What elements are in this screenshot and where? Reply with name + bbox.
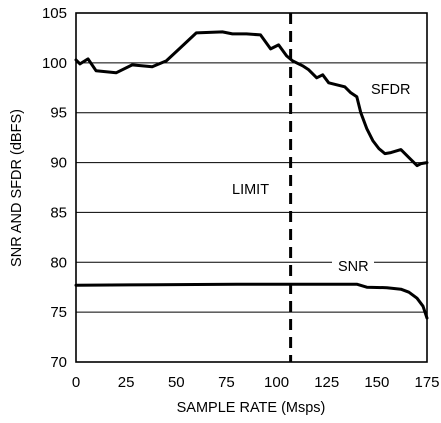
sfdr-series-label: SFDR bbox=[371, 82, 410, 98]
y-tick-label-105: 105 bbox=[42, 5, 67, 22]
sfdr-label-bg bbox=[364, 78, 414, 98]
series-lines bbox=[74, 30, 429, 320]
y-tick-label-100: 100 bbox=[42, 55, 67, 72]
y-tick-label-75: 75 bbox=[50, 304, 67, 321]
x-tick-label-100: 100 bbox=[264, 374, 289, 391]
y-tick-label-95: 95 bbox=[50, 105, 67, 122]
y-axis-title: SNR AND SFDR (dBFS) bbox=[9, 109, 25, 267]
y-tick-label-85: 85 bbox=[50, 204, 67, 221]
limit-label-bg bbox=[228, 178, 280, 200]
y-tick-labels: 70 75 80 85 90 95 100 105 bbox=[42, 5, 67, 371]
x-tick-label-75: 75 bbox=[218, 374, 235, 391]
snr-label-bg bbox=[332, 255, 374, 275]
y-tick-label-90: 90 bbox=[50, 155, 67, 172]
snr-series-label: SNR bbox=[338, 259, 369, 275]
series-line-sfdr bbox=[74, 30, 429, 168]
x-tick-label-150: 150 bbox=[364, 374, 389, 391]
x-tick-label-50: 50 bbox=[168, 374, 185, 391]
x-tick-label-175: 175 bbox=[414, 374, 439, 391]
y-tick-label-80: 80 bbox=[50, 254, 67, 271]
x-axis-title: SAMPLE RATE (Msps) bbox=[177, 400, 326, 416]
series-line-snr bbox=[74, 282, 429, 320]
x-tick-label-125: 125 bbox=[314, 374, 339, 391]
x-tick-label-0: 0 bbox=[72, 374, 80, 391]
limit-label: LIMIT bbox=[232, 182, 269, 198]
plot-frame bbox=[75, 12, 428, 363]
x-tick-labels: 0 25 50 75 100 125 150 175 bbox=[72, 374, 440, 391]
x-tick-label-25: 25 bbox=[118, 374, 135, 391]
gridlines bbox=[76, 62, 427, 313]
y-tick-label-70: 70 bbox=[50, 354, 67, 371]
